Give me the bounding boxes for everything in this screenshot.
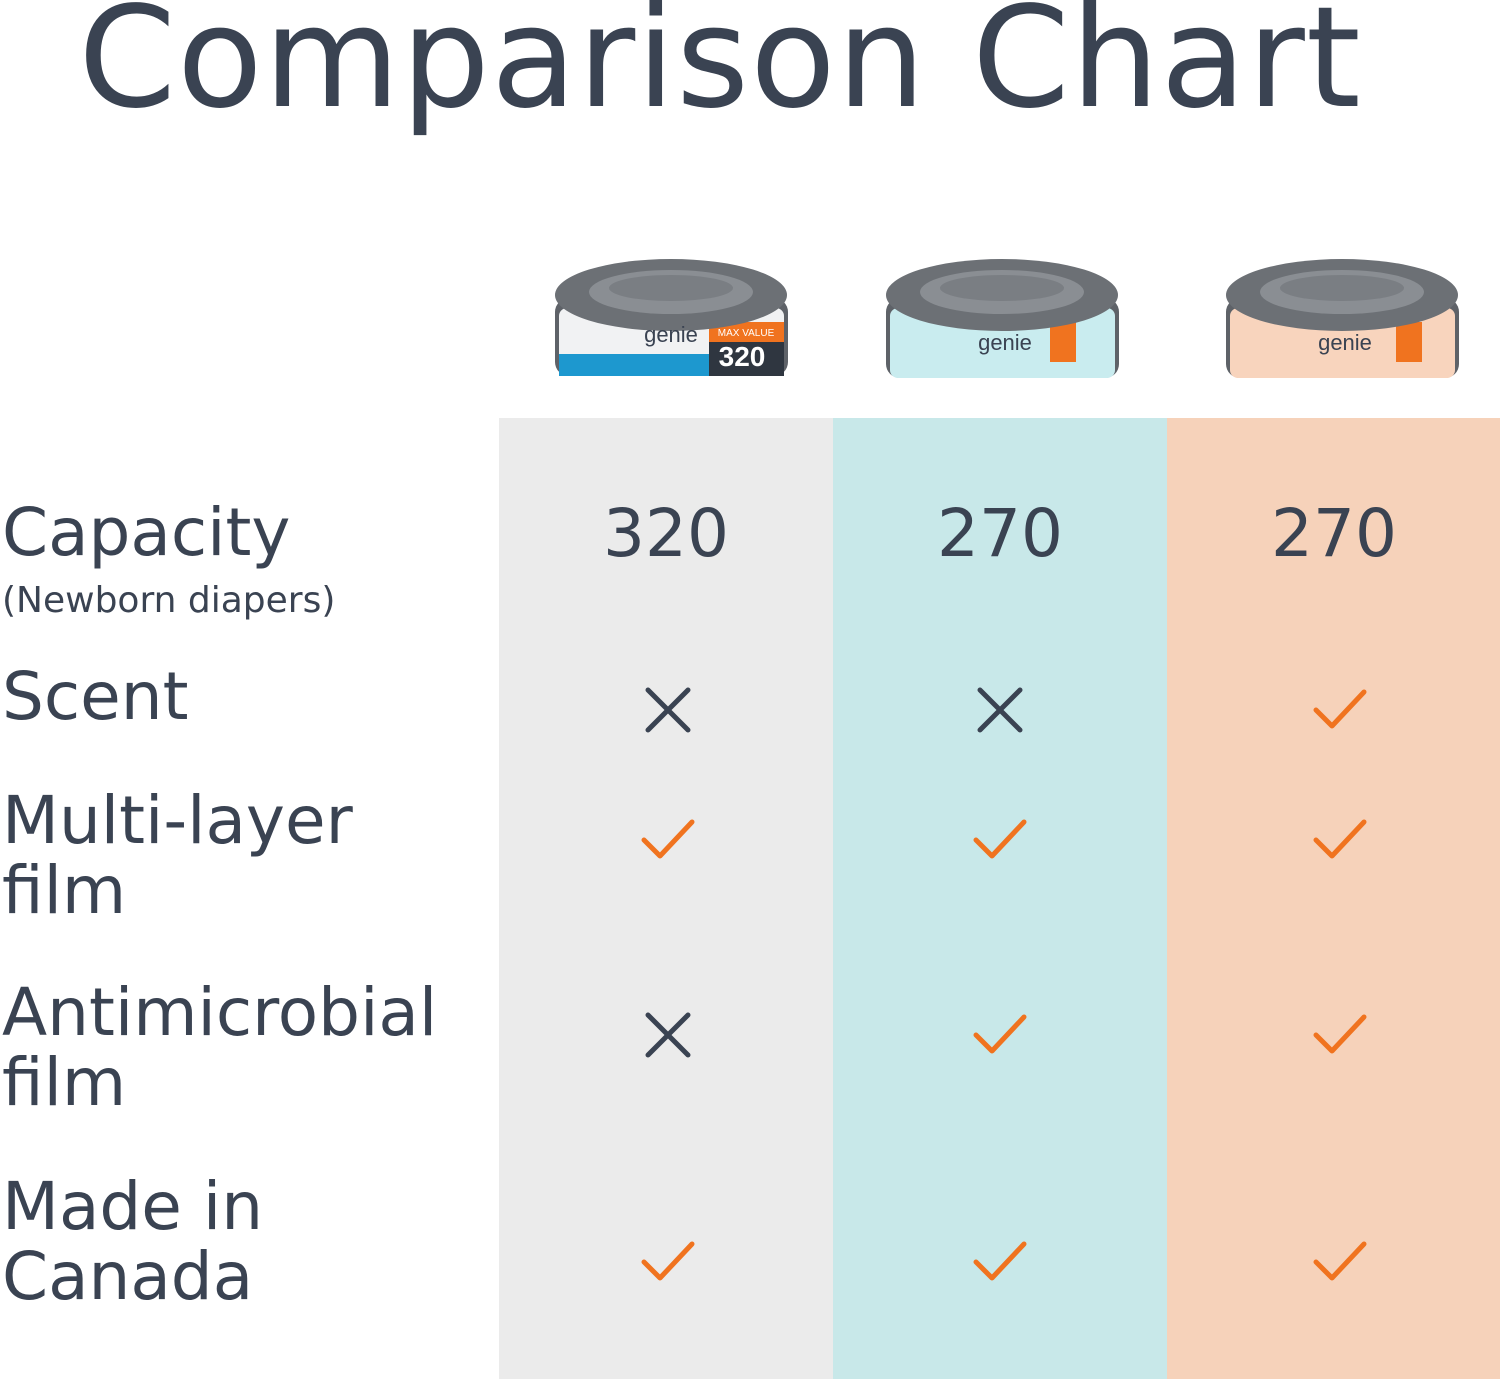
cross-icon (638, 680, 698, 740)
refill-unscented-image: genie (886, 259, 1119, 378)
check-icon (638, 810, 698, 870)
check-icon (1310, 1005, 1370, 1065)
capacity-value: 270 (1271, 495, 1397, 572)
refill-brand-text: genie (1318, 330, 1372, 355)
cross-icon (970, 680, 1030, 740)
capacity-value: 320 (603, 495, 729, 572)
column-background-essentials (499, 418, 833, 1379)
row-sublabel-capacity: (Newborn diapers) (2, 580, 336, 621)
check-icon (1310, 810, 1370, 870)
check-icon (638, 1232, 698, 1292)
column-background-unscented (833, 418, 1167, 1379)
capacity-value: 270 (937, 495, 1063, 572)
row-label-capacity: Capacity (2, 494, 291, 571)
refill-brand-text: genie (644, 322, 698, 347)
row-label-multilayer-film: Multi-layer film (2, 782, 353, 929)
check-icon (1310, 1232, 1370, 1292)
page-title: Comparison Chart (78, 0, 1362, 140)
refill-badge-text: MAX VALUE (718, 328, 775, 339)
check-icon (1310, 680, 1370, 740)
check-icon (970, 1232, 1030, 1292)
refill-count-text: 320 (719, 341, 766, 372)
check-icon (970, 1005, 1030, 1065)
cross-icon (638, 1005, 698, 1065)
row-label-antimicrobial-film: Antimicrobial film (2, 974, 438, 1121)
check-icon (970, 810, 1030, 870)
refill-brand-text: genie (978, 330, 1032, 355)
row-label-scent: Scent (2, 658, 189, 735)
refill-scented-image: genie (1226, 259, 1459, 378)
row-label-made-in-canada: Made in Canada (2, 1168, 264, 1315)
refill-essentials-image: MAX VALUE 320 genie (555, 259, 788, 376)
column-background-scented (1167, 418, 1500, 1379)
